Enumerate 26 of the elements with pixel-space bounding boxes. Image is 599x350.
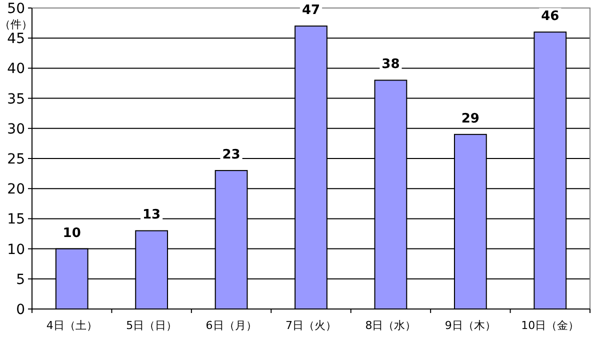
y-tick-label: 5 [16, 272, 25, 288]
x-tick-label: 10日（金） [521, 319, 580, 332]
data-label: 10 [62, 226, 81, 241]
y-tick-label: 10 [7, 242, 25, 258]
x-tick-label: 5日（日） [126, 319, 178, 332]
data-label: 23 [222, 148, 240, 163]
y-tick-label: 20 [7, 182, 25, 198]
y-tick-label: 50 [7, 1, 25, 17]
x-tick-label: 4日（土） [46, 319, 98, 332]
x-tick-label: 8日（水） [365, 319, 416, 332]
x-tick-label: 7日（火） [286, 319, 336, 332]
x-tick-label: 9日（木） [444, 319, 496, 332]
y-tick-label: 35 [7, 91, 25, 108]
y-tick-label: 25 [7, 152, 25, 168]
y-tick-label: 30 [7, 121, 25, 138]
data-label: 29 [461, 111, 480, 126]
y-tick-label: 40 [7, 61, 25, 78]
y-tick-label: 45 [7, 31, 25, 48]
x-tick-label: 6日（月） [206, 319, 257, 332]
y-tick-label: 0 [16, 302, 25, 318]
data-label: 46 [541, 9, 560, 24]
y-axis-title: （件） [0, 18, 32, 31]
data-label: 47 [302, 3, 320, 18]
data-label: 13 [142, 208, 161, 223]
y-tick-label: 15 [7, 212, 25, 228]
data-label: 38 [382, 57, 400, 72]
